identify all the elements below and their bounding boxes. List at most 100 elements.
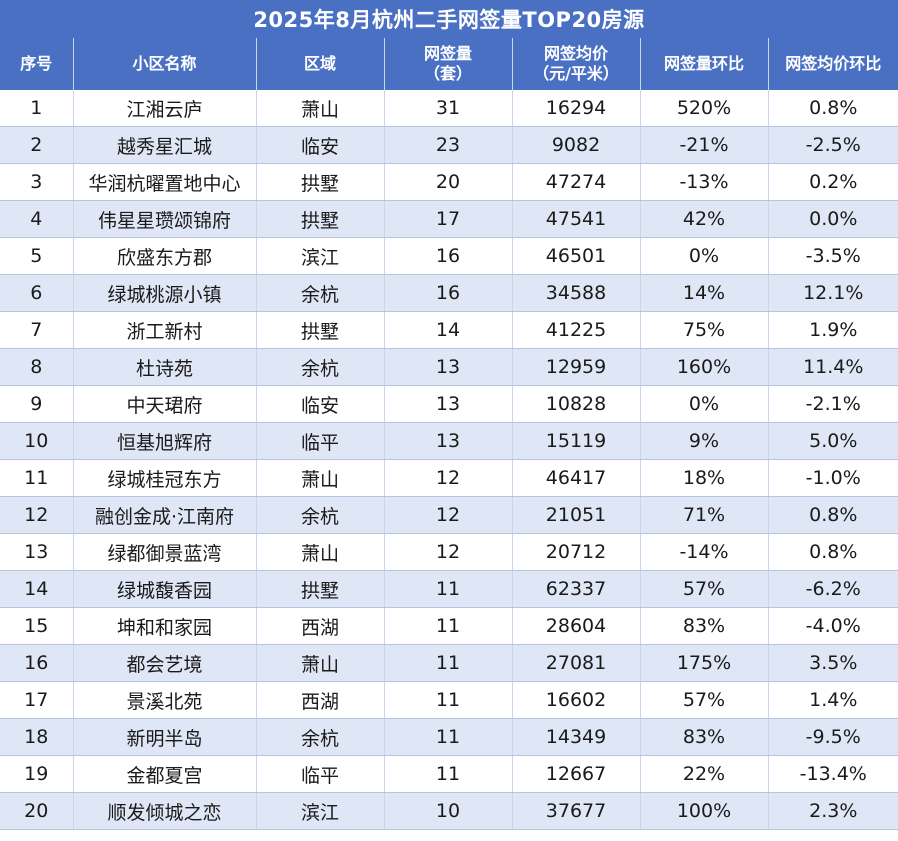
table-row: 14 绿城馥香园 拱墅 11 62337 57% -6.2% — [0, 570, 898, 608]
cell-avg-price: 62337 — [512, 570, 641, 608]
cell-price-mom: -13.4% — [768, 755, 898, 793]
cell-price-mom: 12.1% — [768, 274, 898, 312]
cell-price-mom: 2.3% — [768, 792, 898, 830]
cell-price-mom: -2.1% — [768, 385, 898, 423]
cell-community-name: 伟星星瓒颂锦府 — [73, 200, 257, 238]
cell-price-mom: 3.5% — [768, 644, 898, 682]
cell-rank: 17 — [0, 681, 74, 719]
cell-price-mom: 0.8% — [768, 90, 898, 127]
cell-rank: 18 — [0, 718, 74, 756]
cell-price-mom: -2.5% — [768, 126, 898, 164]
cell-community-name: 越秀星汇城 — [73, 126, 257, 164]
cell-signed-units: 13 — [384, 348, 513, 386]
table-row: 1 江湘云庐 萧山 31 16294 520% 0.8% — [0, 90, 898, 127]
cell-avg-price: 46417 — [512, 459, 641, 497]
table-row: 9 中天珺府 临安 13 10828 0% -2.1% — [0, 385, 898, 423]
cell-signed-units: 12 — [384, 496, 513, 534]
cell-district: 萧山 — [256, 90, 385, 127]
cell-rank: 13 — [0, 533, 74, 571]
cell-avg-price: 37677 — [512, 792, 641, 830]
cell-district: 临安 — [256, 126, 385, 164]
cell-avg-price: 20712 — [512, 533, 641, 571]
header-avg-price: 网签均价 （元/平米） — [512, 38, 641, 90]
cell-community-name: 中天珺府 — [73, 385, 257, 423]
header-price-mom: 网签均价环比 — [768, 38, 898, 90]
cell-units-mom: 71% — [640, 496, 769, 534]
table-row: 4 伟星星瓒颂锦府 拱墅 17 47541 42% 0.0% — [0, 200, 898, 238]
cell-avg-price: 46501 — [512, 237, 641, 275]
cell-rank: 3 — [0, 163, 74, 201]
cell-community-name: 恒基旭辉府 — [73, 422, 257, 460]
cell-rank: 16 — [0, 644, 74, 682]
header-district: 区域 — [256, 38, 385, 90]
cell-district: 临平 — [256, 422, 385, 460]
cell-district: 滨江 — [256, 237, 385, 275]
table-row: 17 景溪北苑 西湖 11 16602 57% 1.4% — [0, 681, 898, 719]
cell-rank: 15 — [0, 607, 74, 645]
table-row: 5 欣盛东方郡 滨江 16 46501 0% -3.5% — [0, 237, 898, 275]
cell-avg-price: 9082 — [512, 126, 641, 164]
cell-district: 西湖 — [256, 681, 385, 719]
cell-price-mom: 0.0% — [768, 200, 898, 238]
cell-district: 拱墅 — [256, 200, 385, 238]
header-community-name: 小区名称 — [73, 38, 257, 90]
cell-units-mom: 18% — [640, 459, 769, 497]
table-row: 15 坤和和家园 西湖 11 28604 83% -4.0% — [0, 607, 898, 645]
cell-units-mom: 83% — [640, 607, 769, 645]
table-row: 8 杜诗苑 余杭 13 12959 160% 11.4% — [0, 348, 898, 386]
cell-units-mom: 42% — [640, 200, 769, 238]
cell-community-name: 欣盛东方郡 — [73, 237, 257, 275]
cell-signed-units: 11 — [384, 607, 513, 645]
cell-community-name: 都会艺境 — [73, 644, 257, 682]
cell-price-mom: -4.0% — [768, 607, 898, 645]
cell-community-name: 杜诗苑 — [73, 348, 257, 386]
cell-signed-units: 10 — [384, 792, 513, 830]
cell-units-mom: -13% — [640, 163, 769, 201]
cell-units-mom: 22% — [640, 755, 769, 793]
cell-signed-units: 14 — [384, 311, 513, 349]
cell-community-name: 顺发倾城之恋 — [73, 792, 257, 830]
cell-signed-units: 11 — [384, 570, 513, 608]
header-units-mom: 网签量环比 — [640, 38, 769, 90]
cell-signed-units: 11 — [384, 755, 513, 793]
table-row: 7 浙工新村 拱墅 14 41225 75% 1.9% — [0, 311, 898, 349]
cell-avg-price: 47274 — [512, 163, 641, 201]
cell-community-name: 绿都御景蓝湾 — [73, 533, 257, 571]
cell-signed-units: 11 — [384, 681, 513, 719]
cell-units-mom: 14% — [640, 274, 769, 312]
cell-community-name: 坤和和家园 — [73, 607, 257, 645]
cell-rank: 6 — [0, 274, 74, 312]
cell-avg-price: 41225 — [512, 311, 641, 349]
cell-rank: 2 — [0, 126, 74, 164]
cell-district: 余杭 — [256, 274, 385, 312]
cell-rank: 5 — [0, 237, 74, 275]
cell-district: 余杭 — [256, 348, 385, 386]
cell-rank: 12 — [0, 496, 74, 534]
cell-community-name: 融创金成·江南府 — [73, 496, 257, 534]
cell-signed-units: 31 — [384, 90, 513, 127]
table-row: 13 绿都御景蓝湾 萧山 12 20712 -14% 0.8% — [0, 533, 898, 571]
cell-district: 萧山 — [256, 533, 385, 571]
cell-rank: 10 — [0, 422, 74, 460]
cell-district: 余杭 — [256, 496, 385, 534]
cell-units-mom: 520% — [640, 90, 769, 127]
cell-units-mom: 9% — [640, 422, 769, 460]
table-row: 18 新明半岛 余杭 11 14349 83% -9.5% — [0, 718, 898, 756]
cell-rank: 4 — [0, 200, 74, 238]
cell-units-mom: 100% — [640, 792, 769, 830]
cell-rank: 20 — [0, 792, 74, 830]
cell-price-mom: -1.0% — [768, 459, 898, 497]
cell-community-name: 金都夏宫 — [73, 755, 257, 793]
cell-rank: 14 — [0, 570, 74, 608]
cell-avg-price: 12959 — [512, 348, 641, 386]
header-row: 序号 小区名称 区域 网签量 （套） 网签均价 （元/平米） 网签量环比 网签均价环… — [0, 38, 898, 90]
cell-district: 西湖 — [256, 607, 385, 645]
cell-district: 拱墅 — [256, 570, 385, 608]
cell-units-mom: 175% — [640, 644, 769, 682]
table-row: 2 越秀星汇城 临安 23 9082 -21% -2.5% — [0, 126, 898, 164]
cell-signed-units: 16 — [384, 237, 513, 275]
cell-signed-units: 16 — [384, 274, 513, 312]
cell-units-mom: 0% — [640, 237, 769, 275]
cell-price-mom: 1.9% — [768, 311, 898, 349]
cell-rank: 8 — [0, 348, 74, 386]
